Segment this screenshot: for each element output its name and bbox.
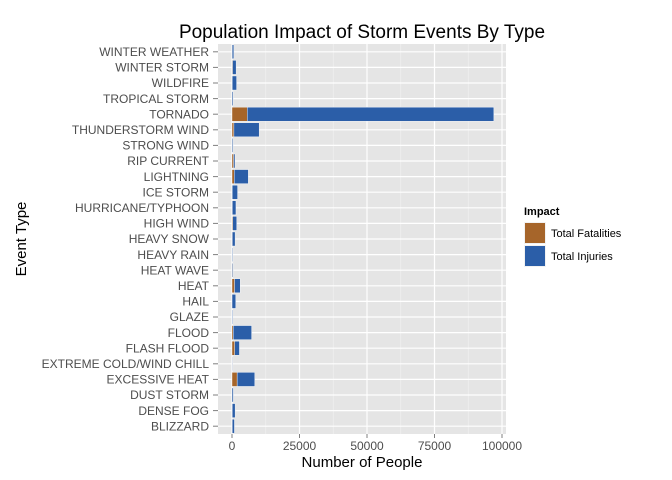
y-tick-label: GLAZE [170, 310, 209, 324]
bar-injuries [232, 403, 236, 418]
bar-injuries [231, 309, 233, 325]
bar-injuries [233, 325, 252, 340]
bar-fatalities [231, 122, 235, 138]
bar-fatalities [231, 278, 235, 294]
bar-fatalities [231, 372, 238, 387]
bar-injuries [233, 122, 260, 138]
legend-swatch [525, 223, 545, 243]
x-tick-label: 25000 [283, 439, 317, 453]
y-tick-label: ICE STORM [143, 185, 209, 199]
y-tick-label: DENSE FOG [138, 404, 209, 418]
y-tick-label: EXCESSIVE HEAT [107, 373, 210, 387]
bar-fatalities [231, 106, 248, 122]
bar-fatalities [231, 169, 235, 184]
bar-injuries [232, 247, 234, 262]
x-axis-title: Number of People [302, 454, 423, 471]
bar-injuries [232, 138, 234, 153]
y-tick-label: STRONG WIND [122, 139, 209, 153]
legend-swatch [525, 246, 545, 266]
y-tick-label: HAIL [182, 295, 209, 309]
y-tick-label: BLIZZARD [151, 419, 209, 433]
bar-injuries [231, 387, 234, 403]
bar-injuries [247, 106, 495, 122]
bar-fatalities [231, 153, 234, 169]
legend-items: Total Fatalities Total Injuries [524, 222, 622, 267]
y-tick-label: HEAVY SNOW [129, 232, 210, 246]
bar-injuries [231, 44, 235, 60]
bar-injuries [236, 372, 255, 387]
y-axis-title: Event Type [13, 202, 30, 277]
bar-injuries [232, 418, 235, 434]
y-tick-label: FLASH FLOOD [126, 341, 210, 355]
y-tick-label: THUNDERSTORM WIND [72, 123, 209, 137]
x-tick-label: 75000 [418, 439, 452, 453]
y-tick-label: TORNADO [149, 107, 209, 121]
y-tick-label: HEAVY RAIN [137, 248, 209, 262]
y-tick-label: HURRICANE/TYPHOON [75, 201, 209, 215]
legend-label: Total Injuries [551, 251, 613, 263]
bar-injuries [232, 262, 234, 278]
bar-injuries [232, 60, 237, 75]
bars [231, 44, 495, 434]
bar-injuries [232, 231, 236, 247]
bar-fatalities [231, 340, 235, 356]
x-tick-label: 0 [229, 439, 236, 453]
legend: Impact Total Fatalities Total Injuries [524, 206, 622, 267]
y-tick-label: EXTREME COLD/WIND CHILL [42, 357, 210, 371]
x-tick-label: 100000 [482, 439, 522, 453]
bar-injuries [234, 169, 249, 184]
x-tick-label: 50000 [350, 439, 384, 453]
y-tick-label: WINTER STORM [115, 61, 209, 75]
bar-injuries [231, 91, 234, 106]
y-tick-label: HIGH WIND [144, 217, 210, 231]
y-tick-label: HEAT WAVE [141, 263, 209, 277]
bar-injuries [232, 184, 238, 200]
y-tick-label: DUST STORM [130, 388, 209, 402]
y-tick-label: TROPICAL STORM [103, 92, 209, 106]
legend-label: Total Fatalities [551, 228, 622, 240]
bar-injuries [234, 340, 240, 356]
bar-injuries [232, 356, 234, 372]
bar-injuries [232, 200, 237, 216]
y-tick-label: LIGHTNING [144, 170, 209, 184]
y-tick-label: FLOOD [168, 326, 210, 340]
y-tick-label: WINTER WEATHER [99, 45, 209, 59]
y-tick-label: RIP CURRENT [127, 154, 209, 168]
bar-injuries [232, 216, 237, 231]
chart-title: Population Impact of Storm Events By Typ… [179, 22, 545, 43]
y-tick-label: WILDFIRE [152, 76, 209, 90]
bar-injuries [234, 278, 241, 294]
bar-injuries [231, 294, 236, 309]
legend-title: Impact [524, 206, 560, 218]
bar-injuries [233, 153, 236, 169]
x-tick-labels: 0 25000 50000 75000 100000 [229, 434, 522, 453]
bar-injuries [232, 75, 237, 91]
y-tick-label: HEAT [178, 279, 210, 293]
